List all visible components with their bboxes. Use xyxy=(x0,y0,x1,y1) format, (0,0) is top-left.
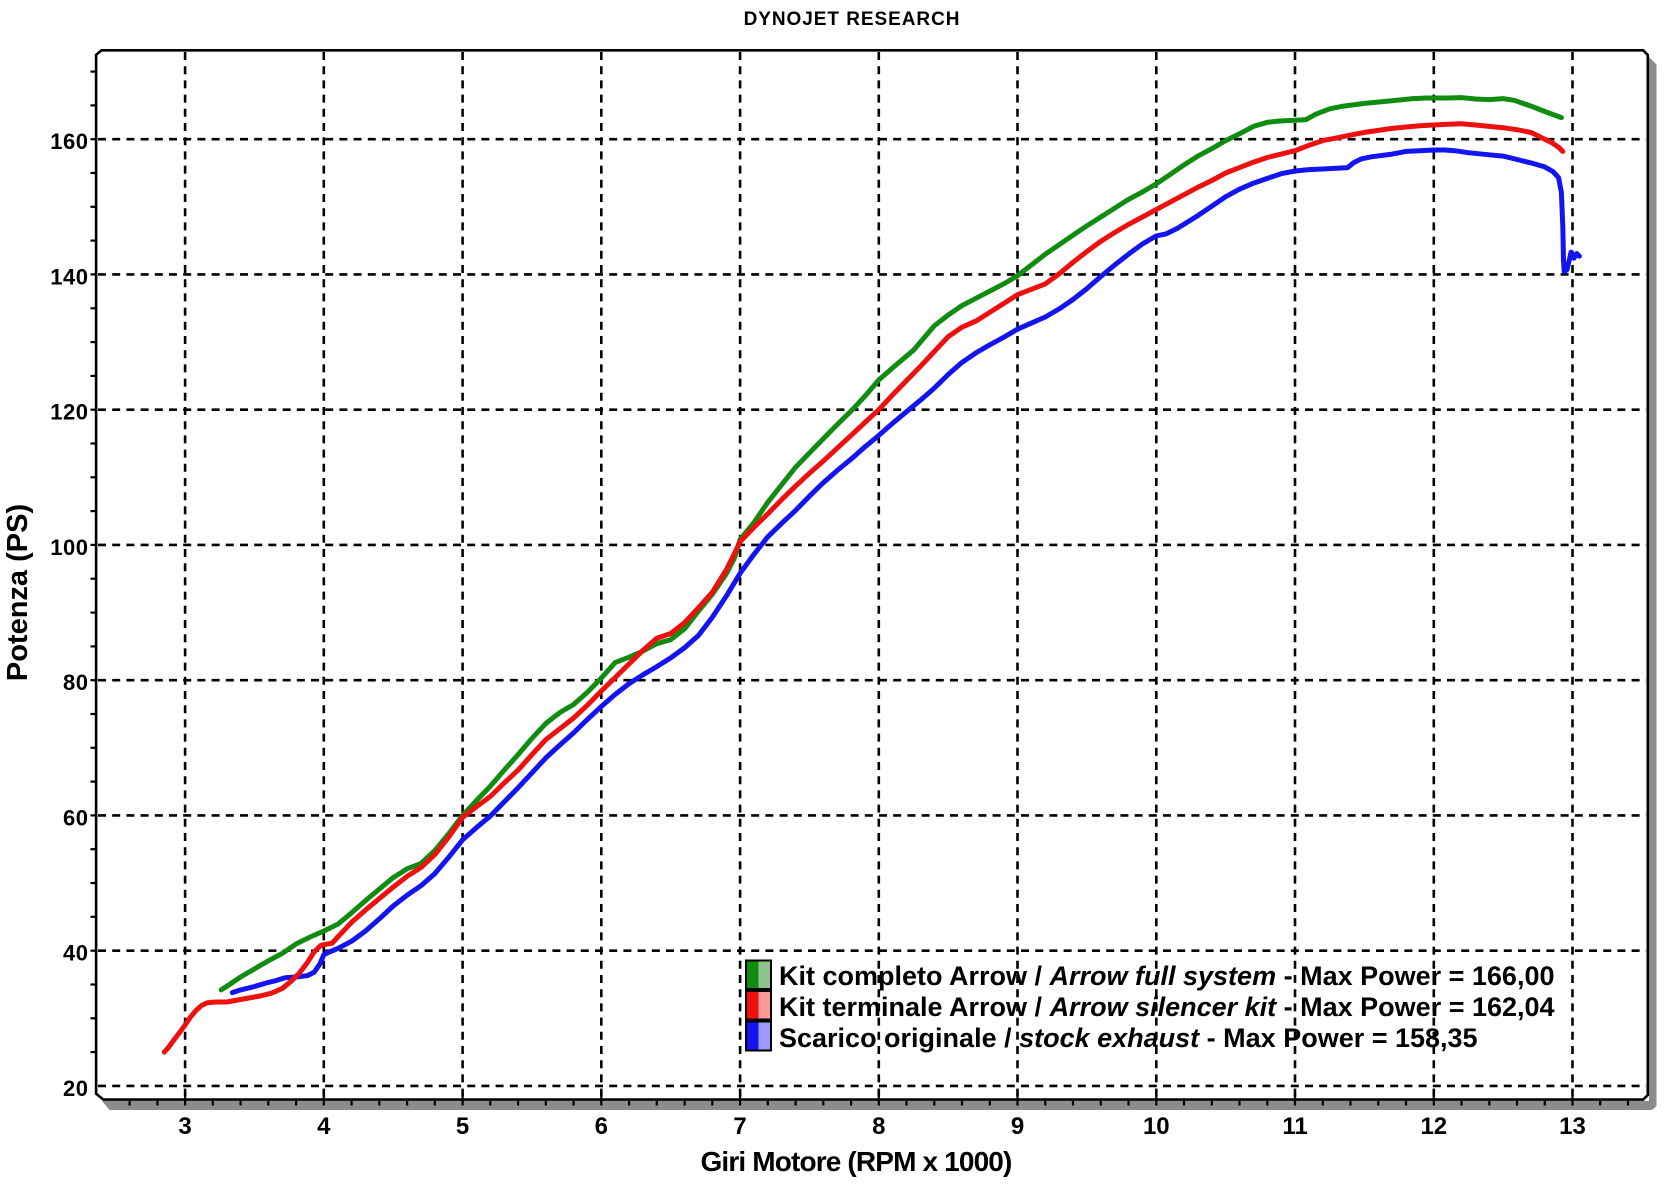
svg-text:6: 6 xyxy=(595,1113,608,1140)
svg-text:4: 4 xyxy=(317,1113,331,1140)
svg-text:80: 80 xyxy=(63,670,88,695)
svg-text:Potenza (PS): Potenza (PS) xyxy=(2,504,34,681)
svg-text:40: 40 xyxy=(63,941,88,966)
svg-text:120: 120 xyxy=(50,400,88,425)
svg-text:10: 10 xyxy=(1143,1113,1170,1140)
svg-text:160: 160 xyxy=(50,129,88,154)
svg-text:5: 5 xyxy=(456,1113,469,1140)
svg-text:Giri Motore (RPM x 1000): Giri Motore (RPM x 1000) xyxy=(700,1146,1011,1177)
svg-text:8: 8 xyxy=(872,1113,885,1140)
svg-text:Kit terminale Arrow / Arrow si: Kit terminale Arrow / Arrow silencer kit… xyxy=(779,992,1555,1022)
svg-text:140: 140 xyxy=(50,264,88,289)
svg-text:Kit completo Arrow / Arrow ful: Kit completo Arrow / Arrow full system -… xyxy=(779,961,1554,991)
svg-text:7: 7 xyxy=(733,1113,746,1140)
svg-text:9: 9 xyxy=(1011,1113,1024,1140)
svg-text:13: 13 xyxy=(1559,1113,1586,1140)
svg-text:20: 20 xyxy=(63,1076,88,1101)
svg-text:60: 60 xyxy=(63,805,88,830)
svg-text:100: 100 xyxy=(50,535,88,560)
svg-text:DYNOJET RESEARCH: DYNOJET RESEARCH xyxy=(744,9,961,30)
svg-text:3: 3 xyxy=(178,1113,191,1140)
svg-text:11: 11 xyxy=(1282,1113,1307,1140)
svg-text:Scarico originale / stock exha: Scarico originale / stock exhaust - Max … xyxy=(779,1023,1478,1053)
svg-text:12: 12 xyxy=(1420,1113,1447,1140)
